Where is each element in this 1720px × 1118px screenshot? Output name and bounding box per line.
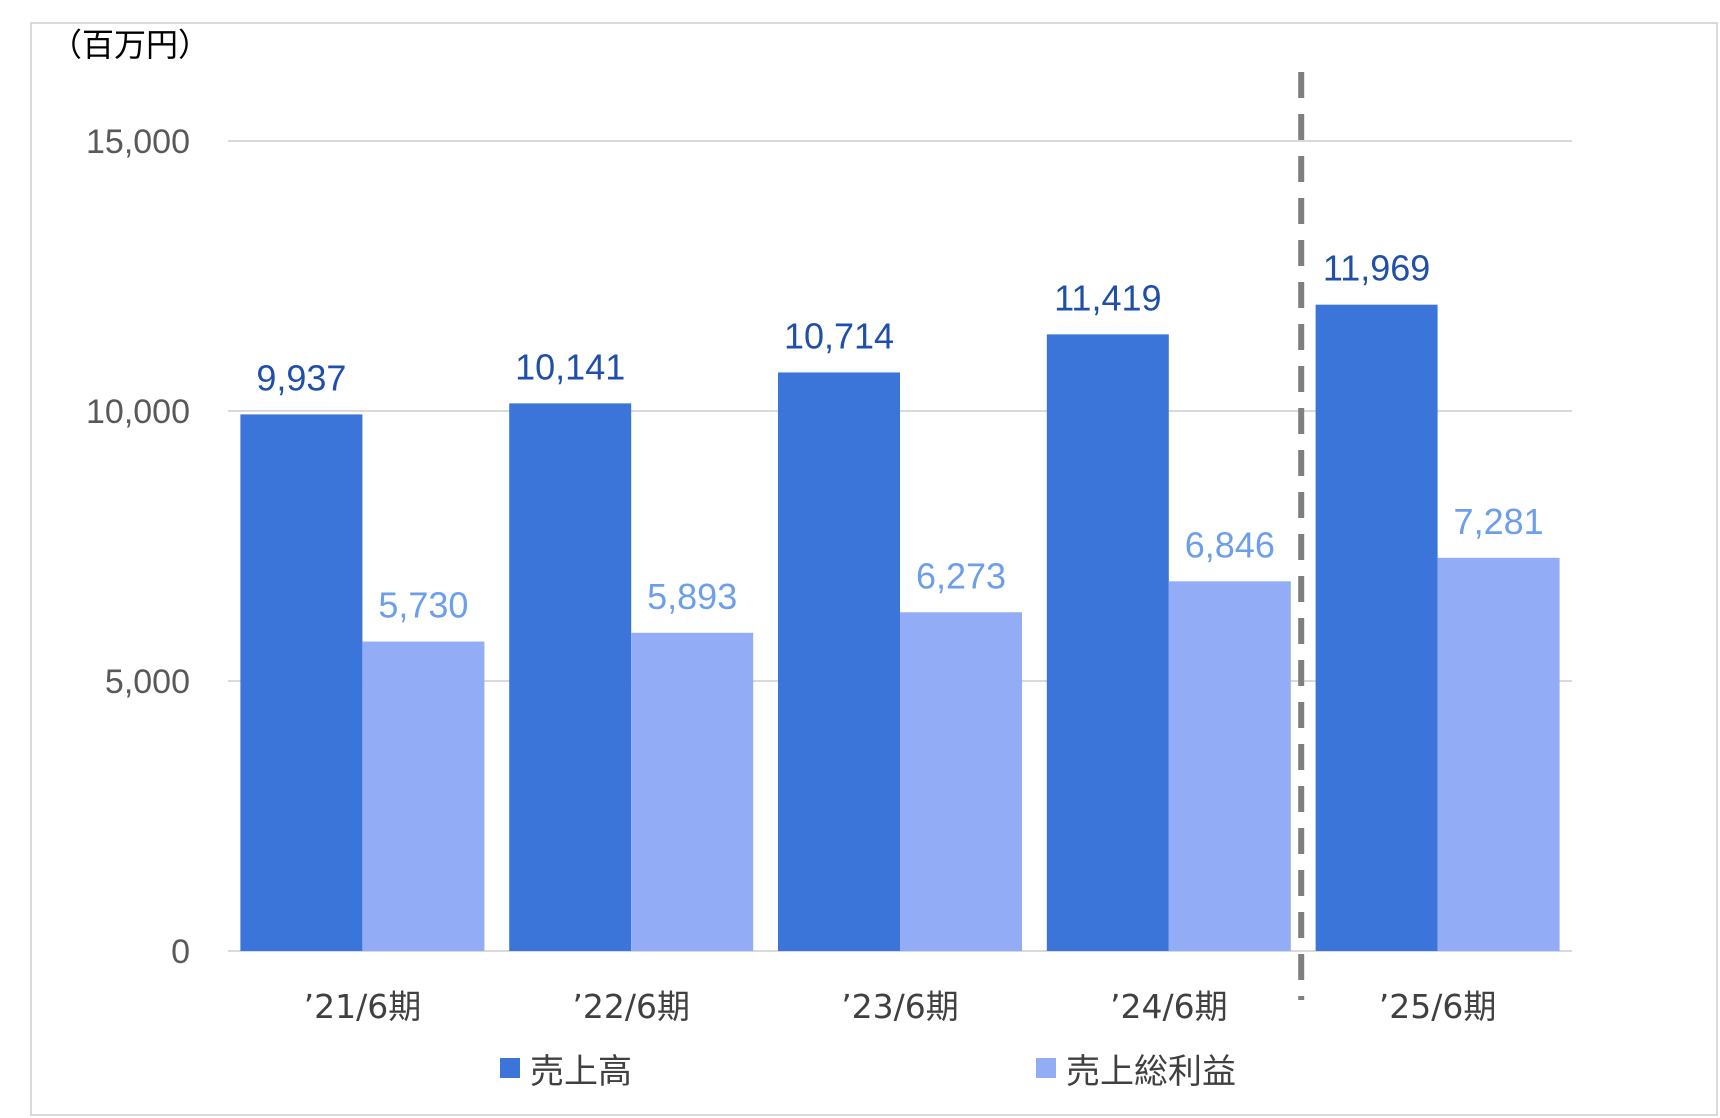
bar-sales	[1315, 304, 1438, 951]
data-label-sales: 10,141	[515, 346, 625, 387]
legend-swatch	[500, 1058, 520, 1078]
bar-gross-profit	[362, 641, 485, 951]
data-label-sales: 10,714	[784, 315, 894, 356]
data-label-gross-profit: 6,846	[1185, 524, 1275, 565]
y-axis-ticks: 0 5,000 10,000 15,000	[86, 123, 190, 971]
x-tick-label: ’23/6期	[841, 987, 959, 1026]
bar-sales	[240, 414, 363, 952]
bar-sales	[778, 372, 900, 952]
x-tick-label: ’25/6期	[1379, 987, 1497, 1026]
bar-gross-profit	[900, 612, 1022, 951]
data-label-sales: 11,419	[1054, 277, 1161, 318]
data-label-gross-profit: 7,281	[1454, 501, 1544, 542]
x-tick-label: ’21/6期	[304, 987, 422, 1026]
y-tick-label: 5,000	[105, 663, 190, 701]
legend-label: 売上総利益	[1066, 1052, 1236, 1092]
legend-swatch	[1036, 1058, 1056, 1078]
x-tick-label: ’22/6期	[572, 987, 690, 1026]
x-axis-ticks: ’21/6期 ’22/6期 ’23/6期 ’24/6期 ’25/6期	[304, 987, 1497, 1026]
data-label-gross-profit: 6,273	[916, 555, 1006, 596]
bar-gross-profit	[1168, 581, 1291, 951]
data-label-gross-profit: 5,893	[647, 576, 737, 617]
data-labels: 9,937 5,730 10,141 5,893 10,714 6,273 11,419 6,…	[256, 248, 1543, 626]
legend-label: 売上高	[530, 1052, 632, 1092]
bar-sales	[509, 403, 632, 951]
y-tick-label: 15,000	[86, 123, 190, 161]
bar-gross-profit	[1437, 557, 1560, 951]
bar-gross-profit	[631, 632, 754, 951]
data-label-gross-profit: 5,730	[378, 585, 468, 626]
x-tick-label: ’24/6期	[1110, 987, 1228, 1026]
legend: 売上高 売上総利益	[500, 1052, 1236, 1092]
bar-sales	[1046, 334, 1169, 951]
unit-label: （百万円）	[50, 26, 210, 64]
bars	[240, 304, 1560, 952]
y-tick-label: 10,000	[86, 393, 190, 431]
y-tick-label: 0	[171, 933, 190, 971]
data-label-sales: 9,937	[256, 357, 346, 398]
data-label-sales: 11,969	[1323, 248, 1430, 289]
